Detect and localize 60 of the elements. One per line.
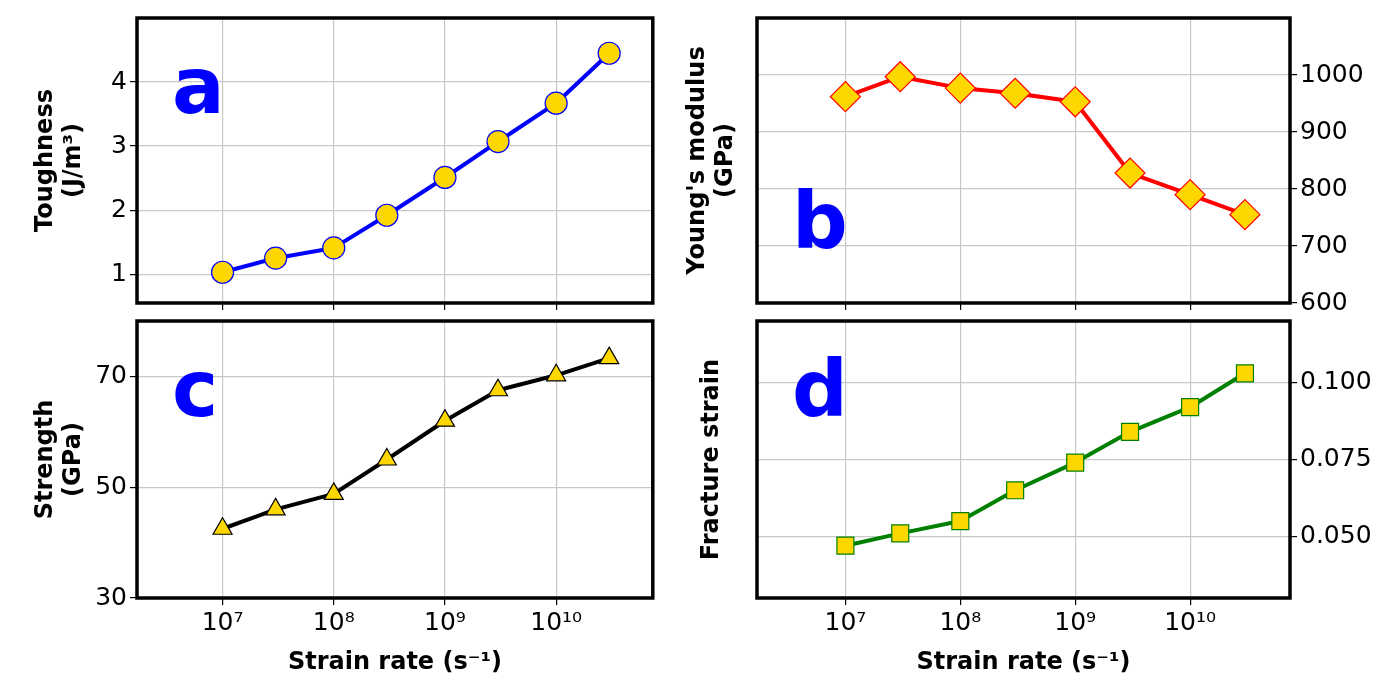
- point: [375, 203, 399, 227]
- point: [486, 130, 510, 154]
- point: [1229, 199, 1261, 231]
- y-tick-label: 30: [95, 581, 127, 611]
- y2-tick-label: 0.100: [1300, 366, 1372, 396]
- point: [891, 524, 910, 543]
- x-axis-title: Strain rate (s⁻¹): [287, 646, 502, 675]
- point: [999, 77, 1031, 109]
- annotation: d: [792, 344, 848, 434]
- y2-tick-label: 0.050: [1300, 519, 1372, 549]
- point: [944, 72, 976, 104]
- x-tick-label: 10¹⁰: [1164, 606, 1217, 636]
- y-tick-label: 70: [95, 359, 127, 389]
- x-tick-label: 10¹⁰: [530, 606, 583, 636]
- point: [433, 165, 457, 190]
- point: [1066, 453, 1085, 472]
- point: [1235, 364, 1255, 383]
- x-axis-title: Strain rate (s⁻¹): [916, 646, 1131, 675]
- x-tick-label: 10⁸: [939, 606, 982, 636]
- y2-tick-label: 700: [1300, 229, 1348, 259]
- x-tick-label: 10⁷: [824, 606, 867, 636]
- y2-tick-label: 1000: [1300, 58, 1364, 88]
- y2-tick-label: 800: [1300, 172, 1348, 202]
- point: [1174, 179, 1206, 211]
- point: [829, 81, 862, 113]
- point: [599, 346, 620, 365]
- y-tick-label: 3: [111, 129, 127, 159]
- point: [1120, 422, 1140, 441]
- y-tick-label: 2: [111, 193, 127, 223]
- y-axis-title: Strength (GPa): [30, 399, 87, 520]
- point: [434, 409, 456, 427]
- y2-tick-label: 0.075: [1300, 443, 1372, 472]
- point: [376, 447, 397, 466]
- y2-axis-title: Fracture strain: [696, 358, 725, 561]
- y-tick-label: 4: [111, 65, 127, 95]
- y-tick-label: 50: [95, 470, 127, 500]
- annotation: a: [172, 41, 225, 131]
- point: [487, 378, 509, 397]
- point: [210, 260, 235, 284]
- point: [323, 482, 344, 500]
- annotation: c: [172, 344, 219, 434]
- point: [1059, 86, 1091, 118]
- y2-axis-title: Young's modulus (GPa): [682, 46, 739, 276]
- point: [1006, 481, 1025, 500]
- x-tick-label: 10⁷: [201, 606, 244, 636]
- point: [1114, 157, 1146, 189]
- x-tick-label: 10⁹: [1054, 606, 1097, 636]
- point: [212, 517, 233, 535]
- annotation: b: [792, 176, 848, 266]
- point: [597, 41, 621, 65]
- y2-tick-label: 900: [1300, 115, 1348, 145]
- x-tick-label: 10⁹: [424, 606, 466, 636]
- y2-tick-label: 600: [1300, 286, 1348, 316]
- point: [264, 246, 288, 270]
- point: [951, 511, 970, 531]
- point: [836, 536, 855, 555]
- y-tick-label: 1: [111, 257, 127, 287]
- point: [322, 236, 346, 260]
- y-axis-title: Toughness (J/m³): [30, 89, 87, 232]
- x-tick-label: 10⁸: [312, 606, 355, 636]
